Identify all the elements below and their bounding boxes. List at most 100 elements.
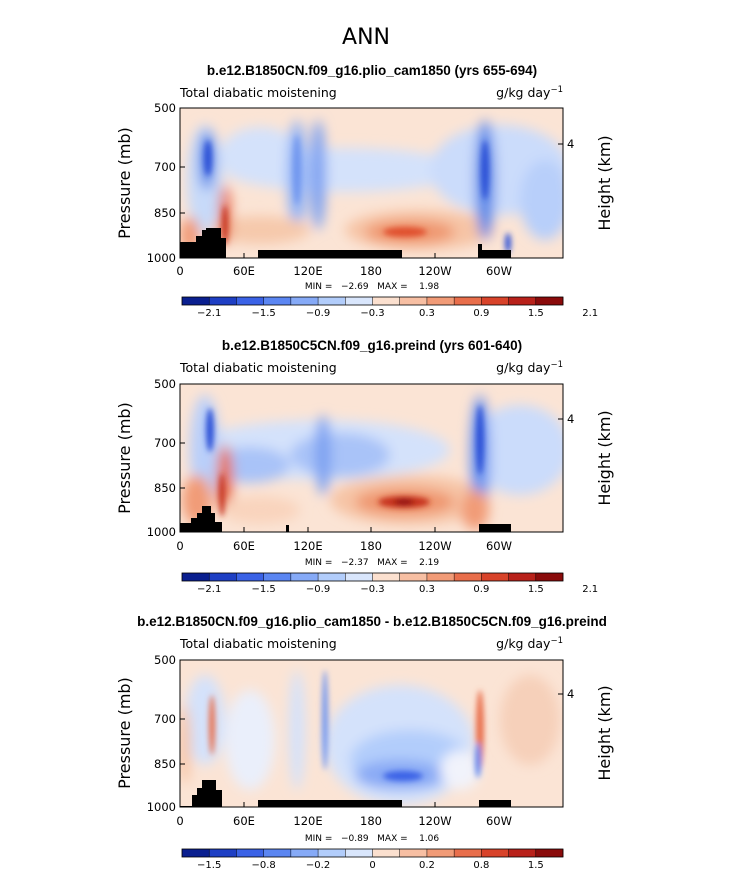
colorbar-swatch — [481, 573, 509, 581]
panel-1: b.e12.B1850CN.f09_g16.plio_cam1850 (yrs … — [115, 63, 614, 319]
colorbar-swatch — [290, 573, 319, 581]
panel-2-ytick: 850 — [154, 481, 176, 495]
panel-1-xtick: 120W — [418, 264, 451, 278]
colorbar-label: −0.3 — [360, 308, 384, 319]
colorbar-swatch — [236, 297, 264, 305]
colorbar-swatch — [290, 297, 319, 305]
colorbar-swatch — [345, 573, 373, 581]
panel-3-units: g/kg day−1 — [496, 636, 563, 651]
colorbar-swatch — [454, 849, 482, 857]
colorbar-swatch — [481, 849, 509, 857]
panel-2-units-text: g/kg day — [496, 360, 551, 375]
panel-3-title: b.e12.B1850CN.f09_g16.plio_cam1850 - b.e… — [137, 614, 607, 629]
panel-1-ytick: 500 — [154, 101, 176, 115]
colorbar-swatch — [209, 573, 237, 581]
colorbar-label: 2.1 — [582, 308, 598, 319]
colorbar-label: −1.5 — [251, 584, 275, 595]
colorbar-swatch — [535, 573, 564, 581]
panel-2-xtick: 120E — [293, 539, 322, 553]
colorbar-label: −1.5 — [197, 860, 221, 871]
panel-1-topography — [180, 228, 511, 258]
panel-1-xtick: 60W — [486, 264, 512, 278]
panel-3: b.e12.B1850CN.f09_g16.plio_cam1850 - b.e… — [115, 614, 614, 871]
panel-2-ytick: 500 — [154, 377, 176, 391]
panel-2-ytick: 1000 — [147, 525, 176, 539]
panel-1-field — [180, 108, 563, 258]
colorbar-swatch — [318, 849, 346, 857]
colorbar-label: −2.1 — [197, 584, 221, 595]
colorbar-swatch — [372, 849, 401, 857]
colorbar-swatch — [508, 297, 537, 305]
colorbar-swatch — [318, 573, 346, 581]
panel-3-xtick: 0 — [176, 814, 183, 828]
panel-1-ytick: 850 — [154, 206, 176, 220]
panel-1-units-sup: −1 — [550, 85, 563, 95]
colorbar-swatch — [426, 297, 455, 305]
panel-3-units-sup: −1 — [550, 636, 563, 646]
colorbar-label: 1.5 — [528, 584, 544, 595]
panel-2-ylabel: Pressure (mb) — [115, 402, 134, 514]
colorbar-swatch — [182, 297, 210, 305]
panel-3-ytick: 850 — [154, 757, 176, 771]
panel-1-title: b.e12.B1850CN.f09_g16.plio_cam1850 (yrs … — [207, 63, 537, 78]
colorbar-swatch — [345, 849, 373, 857]
panel-3-ytick: 1000 — [147, 800, 176, 814]
main-title: ANN — [342, 25, 390, 50]
panel-2-title: b.e12.B1850C5CN.f09_g16.preind (yrs 601-… — [222, 338, 522, 353]
panel-2-topography — [180, 506, 511, 532]
panel-3-y2tick: 4 — [567, 687, 574, 701]
colorbar-label: 0.8 — [473, 860, 489, 871]
colorbar-label: 0.9 — [473, 308, 489, 319]
colorbar-swatch — [535, 297, 564, 305]
colorbar-swatch — [372, 573, 401, 581]
colorbar-swatch — [263, 573, 292, 581]
colorbar-label: −1.5 — [251, 308, 275, 319]
panel-2-stats: MIN = −2.37 MAX = 2.19 — [305, 558, 440, 568]
colorbar-swatch — [454, 297, 482, 305]
colorbar-swatch — [508, 573, 537, 581]
panel-3-units-text: g/kg day — [496, 636, 551, 651]
colorbar-swatch — [399, 297, 428, 305]
panel-1-units: g/kg day−1 — [496, 85, 563, 100]
colorbar-swatch — [535, 849, 564, 857]
colorbar-label: 1.5 — [528, 308, 544, 319]
colorbar-swatch — [454, 573, 482, 581]
panel-3-xtick: 120E — [293, 814, 322, 828]
panel-2-y2label: Height (km) — [595, 410, 614, 505]
panel-3-ytick: 500 — [154, 653, 176, 667]
panel-2-units-sup: −1 — [550, 360, 563, 370]
panel-3-xtick: 180 — [360, 814, 382, 828]
panel-3-xtick: 60E — [233, 814, 255, 828]
panel-2-ytick: 700 — [154, 436, 176, 450]
panel-3-axis-ticks — [179, 659, 563, 807]
panel-2-xtick: 180 — [360, 539, 382, 553]
colorbar-swatch — [236, 573, 264, 581]
colorbar-swatch — [263, 849, 292, 857]
panel-1-xtick: 60E — [233, 264, 255, 278]
panel-1-units-text: g/kg day — [496, 85, 551, 100]
panel-1-ylabel: Pressure (mb) — [115, 127, 134, 239]
panel-1-xtick: 180 — [360, 264, 382, 278]
panel-2-xtick: 60W — [486, 539, 512, 553]
panel-1-xtick: 120E — [293, 264, 322, 278]
panel-3-y2label: Height (km) — [595, 685, 614, 780]
colorbar-swatch — [426, 849, 455, 857]
colorbar-swatch — [263, 297, 292, 305]
panel-1-ytick: 700 — [154, 160, 176, 174]
panel-1-y2tick: 4 — [567, 137, 574, 151]
colorbar-label: −0.9 — [306, 584, 330, 595]
colorbar-label: 0.3 — [419, 308, 435, 319]
colorbar-swatch — [426, 573, 455, 581]
colorbar-swatch — [290, 849, 319, 857]
colorbar-swatch — [372, 297, 401, 305]
panel-2-axis-ticks — [179, 383, 563, 532]
panel-3-ytick: 700 — [154, 712, 176, 726]
colorbar-swatch — [318, 297, 346, 305]
colorbar-swatch — [182, 849, 210, 857]
colorbar-label: 0.9 — [473, 584, 489, 595]
colorbar-swatch — [182, 573, 210, 581]
colorbar-swatch — [481, 297, 509, 305]
colorbar-label: 1.5 — [528, 860, 544, 871]
panel-3-stats: MIN = −0.89 MAX = 1.06 — [305, 834, 440, 844]
